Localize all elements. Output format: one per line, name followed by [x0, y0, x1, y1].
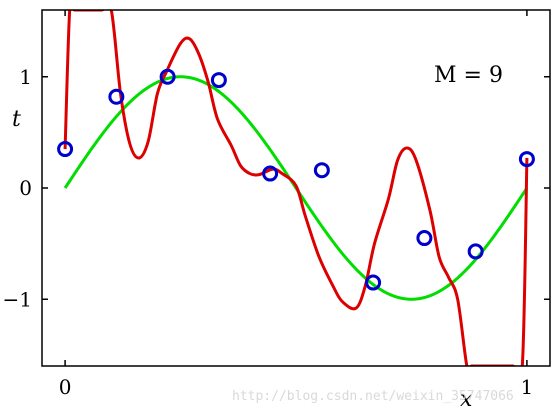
y-tick-label: 1	[19, 65, 32, 89]
data-point	[210, 72, 227, 89]
x-tick-label: 0	[59, 375, 72, 399]
y-tick-label: −1	[3, 287, 32, 311]
x-tick-label: 1	[521, 375, 534, 399]
x-axis-label: x	[460, 387, 473, 412]
y-axis-label: t	[12, 107, 21, 132]
data-point	[159, 68, 176, 85]
data-point	[262, 165, 279, 182]
model-order-annotation: M = 9	[434, 63, 503, 88]
data-point	[467, 243, 484, 260]
data-point	[57, 141, 74, 158]
data-point	[416, 230, 433, 247]
data-point	[365, 274, 382, 291]
data-point-layer	[57, 68, 535, 291]
data-point	[313, 162, 330, 179]
y-tick-label: 0	[19, 176, 32, 200]
fitted-polynomial-curve	[63, 10, 529, 366]
watermark: http://blog.csdn.net/weixin_35747066	[232, 389, 514, 404]
data-point	[518, 151, 535, 168]
data-point	[108, 88, 125, 105]
plot-area	[41, 9, 551, 367]
curve-layer	[63, 10, 529, 366]
tick-layer: 0 1 −1 0 1	[3, 10, 550, 399]
